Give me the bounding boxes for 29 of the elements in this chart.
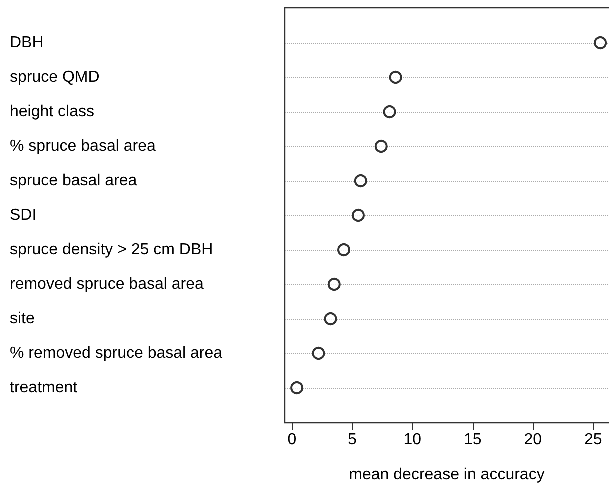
x-axis-title: mean decrease in accuracy bbox=[349, 466, 545, 484]
y-tick-label: site bbox=[10, 310, 35, 328]
point bbox=[328, 278, 341, 291]
point bbox=[383, 106, 396, 118]
y-tick-label: spruce density > 25 cm DBH bbox=[10, 242, 214, 258]
point bbox=[374, 140, 388, 153]
y-tick-label: SDI bbox=[10, 207, 37, 224]
y-tick-label: spruce basal area bbox=[10, 172, 138, 190]
point bbox=[324, 312, 338, 326]
point bbox=[312, 347, 326, 360]
point bbox=[290, 382, 304, 394]
y-tick-label: spruce QMD bbox=[10, 69, 100, 86]
x-tick-label: 5 bbox=[348, 432, 357, 448]
y-tick-label: % spruce basal area bbox=[10, 138, 156, 155]
point bbox=[354, 174, 368, 188]
y-tick-label: % removed spruce basal area bbox=[10, 345, 223, 362]
x-tick-label: 10 bbox=[404, 432, 422, 448]
x-tick-label: 15 bbox=[464, 432, 482, 448]
point bbox=[594, 36, 608, 50]
y-tick-label: removed spruce basal area bbox=[10, 276, 204, 293]
x-tick-label: 0 bbox=[288, 432, 297, 448]
point bbox=[352, 209, 365, 222]
x-tick-label: 20 bbox=[524, 432, 542, 448]
x-tick-label: 25 bbox=[584, 432, 602, 448]
y-tick-label: DBH bbox=[10, 34, 44, 52]
y-tick-label: height class bbox=[10, 104, 94, 120]
point bbox=[389, 71, 402, 84]
y-tick-label: treatment bbox=[10, 380, 78, 396]
point bbox=[338, 244, 351, 256]
